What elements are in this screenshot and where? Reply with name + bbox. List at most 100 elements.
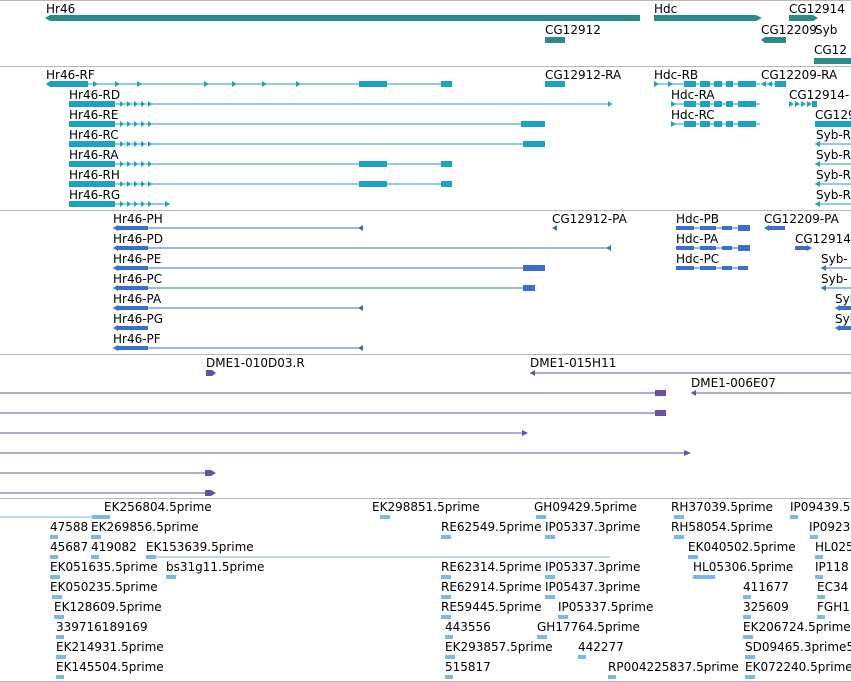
transcript-cg12209-ra[interactable]: CG12209-RA	[761, 68, 838, 87]
protein-label: Hr46-PG	[113, 312, 163, 326]
protein-hdc-pa[interactable]: Hdc-PA	[676, 232, 750, 251]
transcript-hr46-rg[interactable]: Hr46-RG	[69, 188, 170, 207]
est-item[interactable]: 442277	[578, 640, 624, 659]
protein-syb-p-3[interactable]: Syb	[835, 292, 851, 311]
protein-hr46-pf[interactable]: Hr46-PF	[113, 332, 363, 351]
gene-cg12912[interactable]: CG12912	[545, 23, 601, 43]
est-item[interactable]: RE62549.5prime	[441, 520, 542, 539]
clone-row-5[interactable]	[0, 470, 216, 476]
est-item[interactable]: 47588	[50, 520, 88, 539]
est-item[interactable]: 419082	[91, 540, 137, 559]
est-item[interactable]: EK206724.5prime	[743, 620, 851, 639]
est-item[interactable]: FGH1	[817, 600, 850, 619]
transcript-cg12912-ra[interactable]: CG12912-RA	[545, 68, 622, 87]
est-item[interactable]: 339716189169	[56, 620, 148, 639]
transcript-hr46-ra[interactable]: Hr46-RA	[69, 148, 452, 167]
est-item[interactable]: GH09429.5prime	[534, 500, 637, 519]
est-item[interactable]: EK214931.5prime	[56, 640, 164, 659]
transcript-hr46-rh[interactable]: Hr46-RH	[69, 168, 452, 187]
est-item[interactable]: IP118	[815, 560, 849, 579]
clone-row-2[interactable]	[0, 410, 666, 416]
transcript-hr46-re[interactable]: Hr46-RE	[69, 108, 545, 127]
est-item[interactable]: EK298851.5prime	[372, 500, 480, 519]
protein-hr46-pd[interactable]: Hr46-PD	[113, 232, 611, 251]
protein-cg12912-pa[interactable]: CG12912-PA	[552, 212, 628, 231]
est-item[interactable]: IP05437.3prime	[545, 580, 640, 599]
protein-hdc-pc[interactable]: Hdc-PC	[676, 252, 748, 270]
clone-row-3[interactable]	[0, 430, 528, 436]
clone-row-6[interactable]	[0, 490, 216, 496]
est-item[interactable]: IP05337.3prime	[545, 560, 640, 579]
transcript-cg129-partial[interactable]: CG129	[815, 108, 851, 127]
gene-hdc[interactable]: Hdc	[654, 2, 762, 21]
protein-cg12914-pa[interactable]: CG12914	[795, 232, 851, 251]
transcript-label: CG12914-	[789, 88, 849, 102]
gene-cg12209[interactable]: CG12209	[761, 23, 817, 43]
est-item[interactable]: 443556	[445, 620, 491, 639]
est-item[interactable]: RE59445.5prime	[441, 600, 542, 619]
est-item[interactable]: bs31g11.5prime	[166, 560, 264, 579]
transcript-hr46-rc[interactable]: Hr46-RC	[69, 128, 545, 147]
est-item[interactable]: 411677	[743, 580, 789, 599]
est-item[interactable]: HL05306.5prime	[693, 560, 793, 579]
transcript-hr46-rd[interactable]: Hr46-RD	[69, 88, 612, 107]
est-item[interactable]: EK072240.5prime	[745, 660, 851, 679]
protein-syb-p-2[interactable]: Syb-	[821, 272, 851, 291]
est-item[interactable]: EK145504.5prime	[56, 660, 164, 679]
protein-cg12209-pa[interactable]: CG12209-PA	[764, 212, 840, 231]
protein-syb-p-4[interactable]: Syb	[835, 312, 851, 331]
est-item[interactable]: RH37039.5prime	[671, 500, 773, 519]
est-item[interactable]: EK050235.5prime	[50, 580, 158, 599]
est-item[interactable]: EK128609.5prime	[54, 600, 162, 619]
transcript-syb-r-3[interactable]: Syb-R	[815, 168, 851, 187]
protein-hr46-pc[interactable]: Hr46-PC	[113, 272, 535, 291]
est-label: SD09465.3prime5	[745, 640, 851, 654]
est-item[interactable]: IP09439.5	[790, 500, 850, 519]
transcript-cg12914-r[interactable]: CG12914-	[789, 88, 849, 107]
est-item[interactable]: RP004225837.5prime	[608, 660, 739, 679]
transcript-syb-r-4[interactable]: Syb-R	[815, 188, 851, 207]
est-item[interactable]: IP05337.5prime	[558, 600, 653, 619]
gene-cg12914[interactable]: CG12914	[789, 2, 845, 21]
protein-hdc-pb[interactable]: Hdc-PB	[676, 212, 750, 231]
est-item[interactable]: GH17764.5prime	[537, 620, 640, 639]
clone-dme1-006e07[interactable]: DME1-006E07	[691, 376, 851, 396]
est-item[interactable]: IP05337.3prime	[545, 520, 640, 539]
est-item[interactable]: HL025	[815, 540, 851, 559]
protein-hr46-ph[interactable]: Hr46-PH	[113, 212, 363, 231]
transcript-syb-r-1[interactable]: Syb-R	[815, 128, 851, 147]
est-item[interactable]: EK051635.5prime	[50, 560, 158, 579]
gene-cg12-partial[interactable]: CG12	[814, 43, 851, 64]
gene-hr46[interactable]: Hr46	[45, 2, 640, 21]
transcript-syb-r-2[interactable]: Syb-R	[815, 148, 851, 167]
est-item[interactable]: 45687	[50, 540, 88, 559]
est-item[interactable]: EK293857.5prime	[445, 640, 553, 659]
protein-hr46-pg[interactable]: Hr46-PG	[113, 312, 163, 331]
clone-row-4[interactable]	[0, 450, 691, 456]
gene-syb[interactable]: Syb	[815, 23, 837, 37]
est-item[interactable]: EK153639.5prime	[146, 540, 610, 559]
est-item[interactable]: SD09465.3prime5	[745, 640, 851, 659]
est-item[interactable]: EK269856.5prime	[91, 520, 199, 539]
est-item[interactable]: RE62314.5prime	[441, 560, 542, 579]
est-item[interactable]: EK256804.5prime	[104, 500, 212, 514]
est-item[interactable]: EC34	[817, 580, 848, 599]
est-item[interactable]: 515817	[445, 660, 491, 679]
transcript-hdc-rc[interactable]: Hdc-RC	[671, 108, 760, 127]
clone-row-1[interactable]	[0, 390, 666, 396]
transcript-hr46-rf[interactable]: Hr46-RF	[46, 68, 452, 87]
est-item[interactable]: RH58054.5prime	[671, 520, 773, 539]
clone-dme1-010d03-r[interactable]: DME1-010D03.R	[206, 356, 305, 376]
protein-syb-p-1[interactable]: Syb-	[821, 252, 851, 271]
est-item[interactable]: 325609	[743, 600, 789, 619]
protein-hr46-pa[interactable]: Hr46-PA	[113, 292, 363, 311]
transcript-hdc-rb[interactable]: Hdc-RB	[654, 68, 760, 87]
protein-hr46-pe[interactable]: Hr46-PE	[113, 252, 545, 271]
clone-dme1-015h11[interactable]: DME1-015H11	[530, 356, 851, 376]
est-item[interactable]: RE62914.5prime	[441, 580, 542, 599]
est-item[interactable]: EK040502.5prime	[688, 540, 796, 559]
transcript-hdc-ra[interactable]: Hdc-RA	[671, 88, 760, 107]
est-item[interactable]: IP0923	[809, 520, 850, 539]
